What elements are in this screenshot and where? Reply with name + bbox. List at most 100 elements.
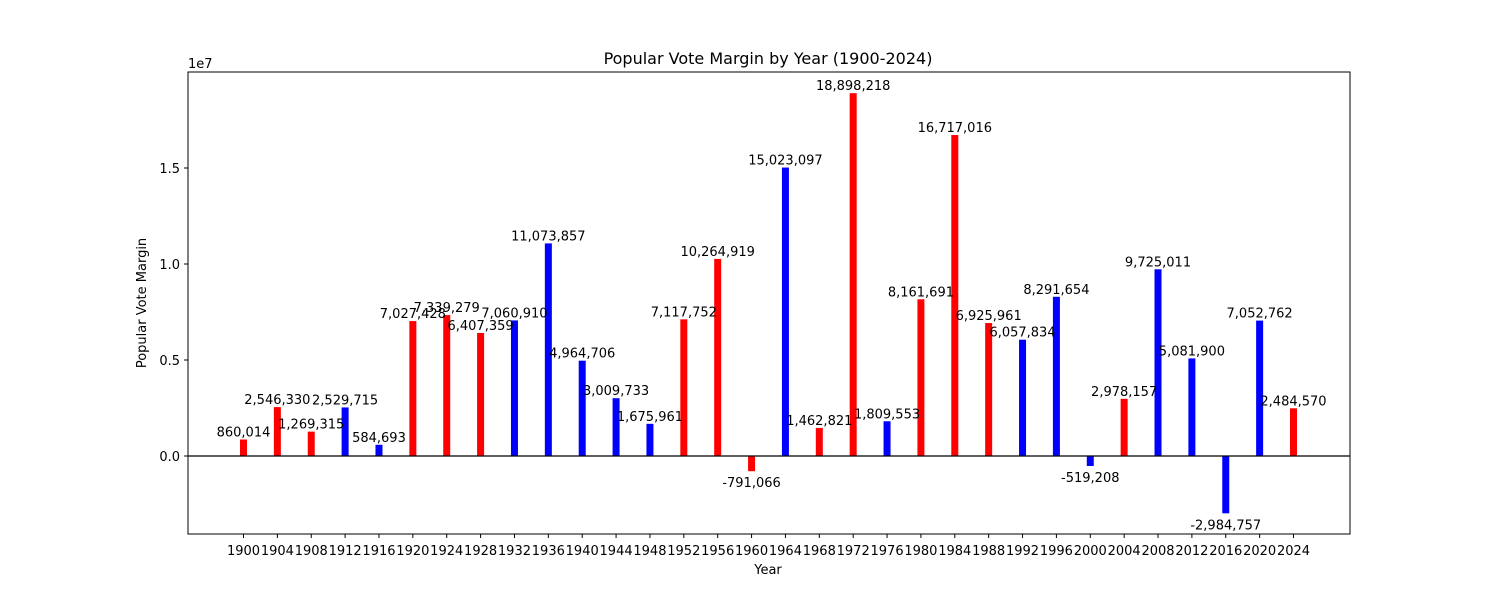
data-label-1944: 3,009,733 (583, 384, 649, 399)
x-tick-label-1996: 1996 (1040, 544, 1073, 559)
bar-2020 (1256, 320, 1264, 456)
y-axis-ticks: 0.0 0.5 1.0 1.5 (159, 162, 188, 465)
bar-1956 (714, 258, 722, 456)
bar-1996 (1052, 296, 1060, 456)
x-tick-label-2004: 2004 (1108, 544, 1141, 559)
bar-1988 (985, 323, 993, 456)
y-tick-label-3: 1.5 (159, 162, 180, 177)
x-tick-label-1944: 1944 (600, 544, 633, 559)
bar-1932 (510, 320, 518, 456)
bar-1928 (477, 332, 485, 456)
x-tick-label-1936: 1936 (532, 544, 565, 559)
bar-1916 (375, 444, 383, 456)
x-tick-label-1908: 1908 (295, 544, 328, 559)
bar-1952 (680, 319, 688, 456)
x-tick-label-1960: 1960 (735, 544, 768, 559)
x-tick-label-1940: 1940 (566, 544, 599, 559)
x-tick-label-1980: 1980 (904, 544, 937, 559)
x-axis-label: Year (753, 563, 782, 578)
bar-1920 (409, 321, 417, 456)
x-tick-label-1904: 1904 (261, 544, 294, 559)
x-tick-label-1932: 1932 (498, 544, 531, 559)
x-tick-label-1928: 1928 (464, 544, 497, 559)
x-tick-label-1964: 1964 (769, 544, 802, 559)
bar-1976 (883, 421, 891, 456)
data-label-1980: 8,161,691 (888, 285, 954, 300)
x-tick-label-1920: 1920 (396, 544, 429, 559)
data-label-2004: 2,978,157 (1091, 385, 1157, 400)
data-label-1976: 1,809,553 (854, 407, 920, 422)
bar-1992 (1019, 339, 1027, 456)
data-label-1952: 7,117,752 (651, 305, 717, 320)
bar-2024 (1290, 408, 1297, 456)
data-label-2000: -519,208 (1061, 471, 1119, 486)
bar-2004 (1120, 398, 1128, 456)
bar-2012 (1188, 358, 1196, 456)
data-label-1960: -791,066 (722, 476, 780, 491)
bar-1984 (951, 135, 959, 456)
x-tick-label-1988: 1988 (972, 544, 1005, 559)
data-label-1992: 6,057,834 (989, 326, 1055, 341)
data-label-1940: 4,964,706 (549, 347, 615, 362)
data-label-1964: 15,023,097 (748, 154, 822, 169)
x-tick-label-1956: 1956 (701, 544, 734, 559)
data-label-1948: 1,675,961 (617, 410, 683, 425)
bar-1940 (578, 360, 586, 456)
data-label-1936: 11,073,857 (511, 229, 585, 244)
bar-1912 (341, 407, 349, 456)
bars-group (240, 93, 1297, 514)
data-label-1956: 10,264,919 (680, 245, 754, 260)
x-tick-label-1972: 1972 (837, 544, 870, 559)
bar-1948 (646, 423, 654, 456)
x-axis-ticks: 1900 1904 1908 1912 1916 1920 1924 1928 1932 1936… (227, 534, 1310, 559)
bar-1972 (849, 93, 857, 457)
bar-1900 (240, 439, 247, 456)
data-label-2024: 2,484,570 (1260, 394, 1326, 409)
y-tick-label-0: 0.0 (159, 450, 180, 465)
x-tick-label-1912: 1912 (329, 544, 362, 559)
data-label-1996: 8,291,654 (1023, 283, 1089, 298)
bar-2000 (1086, 456, 1094, 466)
data-label-1908: 1,269,315 (278, 418, 344, 433)
bar-1924 (443, 315, 451, 456)
x-tick-label-1984: 1984 (938, 544, 971, 559)
x-tick-label-1968: 1968 (803, 544, 836, 559)
bar-1980 (917, 299, 925, 456)
y-tick-label-2: 1.0 (159, 258, 180, 273)
chart-title: Popular Vote Margin by Year (1900-2024) (604, 49, 933, 68)
x-tick-label-1952: 1952 (667, 544, 700, 559)
data-labels-group: 860,014 2,546,330 1,269,315 2,529,715 584,69… (217, 79, 1327, 533)
y-tick-label-1: 0.5 (159, 354, 180, 369)
data-label-1912: 2,529,715 (312, 393, 378, 408)
x-tick-label-2008: 2008 (1141, 544, 1174, 559)
x-tick-label-2024: 2024 (1277, 544, 1310, 559)
bar-1944 (612, 398, 620, 456)
x-tick-label-2012: 2012 (1175, 544, 1208, 559)
x-tick-label-1924: 1924 (430, 544, 463, 559)
data-label-1920: 7,027,428 (380, 307, 446, 322)
x-tick-label-2000: 2000 (1074, 544, 1107, 559)
x-tick-label-1948: 1948 (633, 544, 666, 559)
data-label-2008: 9,725,011 (1125, 255, 1191, 270)
data-label-2016: -2,984,757 (1190, 518, 1261, 533)
y-axis-label: Popular Vote Margin (135, 238, 150, 368)
x-tick-label-1900: 1900 (227, 544, 260, 559)
x-tick-label-2016: 2016 (1209, 544, 1242, 559)
data-label-2012: 5,081,900 (1159, 344, 1225, 359)
data-label-1916: 584,693 (352, 431, 406, 446)
bar-1908 (307, 431, 315, 456)
data-label-1928: 6,407,359 (448, 319, 514, 334)
x-tick-label-1916: 1916 (362, 544, 395, 559)
bar-1968 (815, 427, 823, 456)
bar-2008 (1154, 269, 1162, 456)
y-axis-offset-label: 1e7 (188, 57, 213, 72)
bar-1904 (273, 407, 281, 456)
bar-1936 (544, 243, 552, 456)
data-label-1904: 2,546,330 (244, 393, 310, 408)
bar-1960 (748, 456, 756, 472)
data-label-1972: 18,898,218 (816, 79, 890, 94)
data-label-1932: 7,060,910 (481, 306, 547, 321)
x-tick-label-1992: 1992 (1006, 544, 1039, 559)
